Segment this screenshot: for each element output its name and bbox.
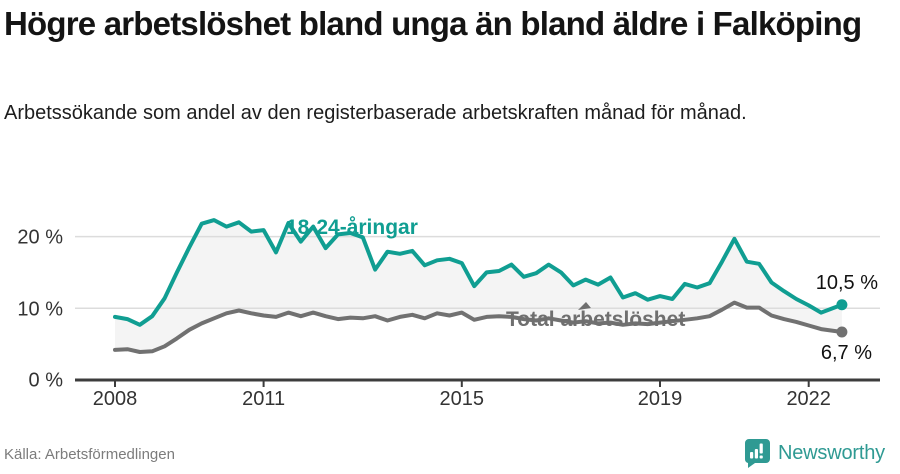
- series-end-dot-youth: [836, 299, 848, 311]
- y-tick-label: 0 %: [29, 370, 64, 392]
- series-end-dot-total: [836, 326, 848, 338]
- series-label-youth: 18-24-åringar: [286, 216, 418, 239]
- x-tick-label: 2011: [242, 388, 285, 410]
- y-tick-label: 20 %: [17, 227, 63, 249]
- page-title: Högre arbetslöshet bland unga än bland ä…: [4, 5, 862, 42]
- end-value-label-total: 6,7 %: [821, 342, 872, 364]
- line-chart: 20 % 10 % 0 % 2008 2011 2015 2019 2022 1…: [17, 216, 880, 410]
- end-value-label-youth: 10,5 %: [816, 272, 878, 294]
- newsworthy-logo-icon: [744, 439, 770, 468]
- series-line-youth: [113, 218, 844, 327]
- between-series-area: [115, 220, 842, 352]
- chart-subtitle: Arbetssökande som andel av den registerb…: [4, 102, 747, 124]
- series-label-total-pointer: [578, 302, 591, 310]
- series-line-total: [113, 300, 844, 354]
- newsworthy-logo-text: Newsworthy: [778, 441, 885, 464]
- series-label-total: Total arbetslöshet: [506, 308, 685, 331]
- x-axis-ticks: [114, 380, 810, 387]
- y-tick-label: 10 %: [17, 299, 63, 321]
- x-tick-label: 2019: [638, 388, 683, 410]
- x-tick-label: 2015: [440, 388, 485, 410]
- source-note: Källa: Arbetsförmedlingen: [4, 446, 175, 463]
- newsworthy-logo: Newsworthy: [744, 438, 885, 468]
- x-tick-label: 2008: [93, 388, 138, 410]
- x-tick-label: 2022: [786, 388, 831, 410]
